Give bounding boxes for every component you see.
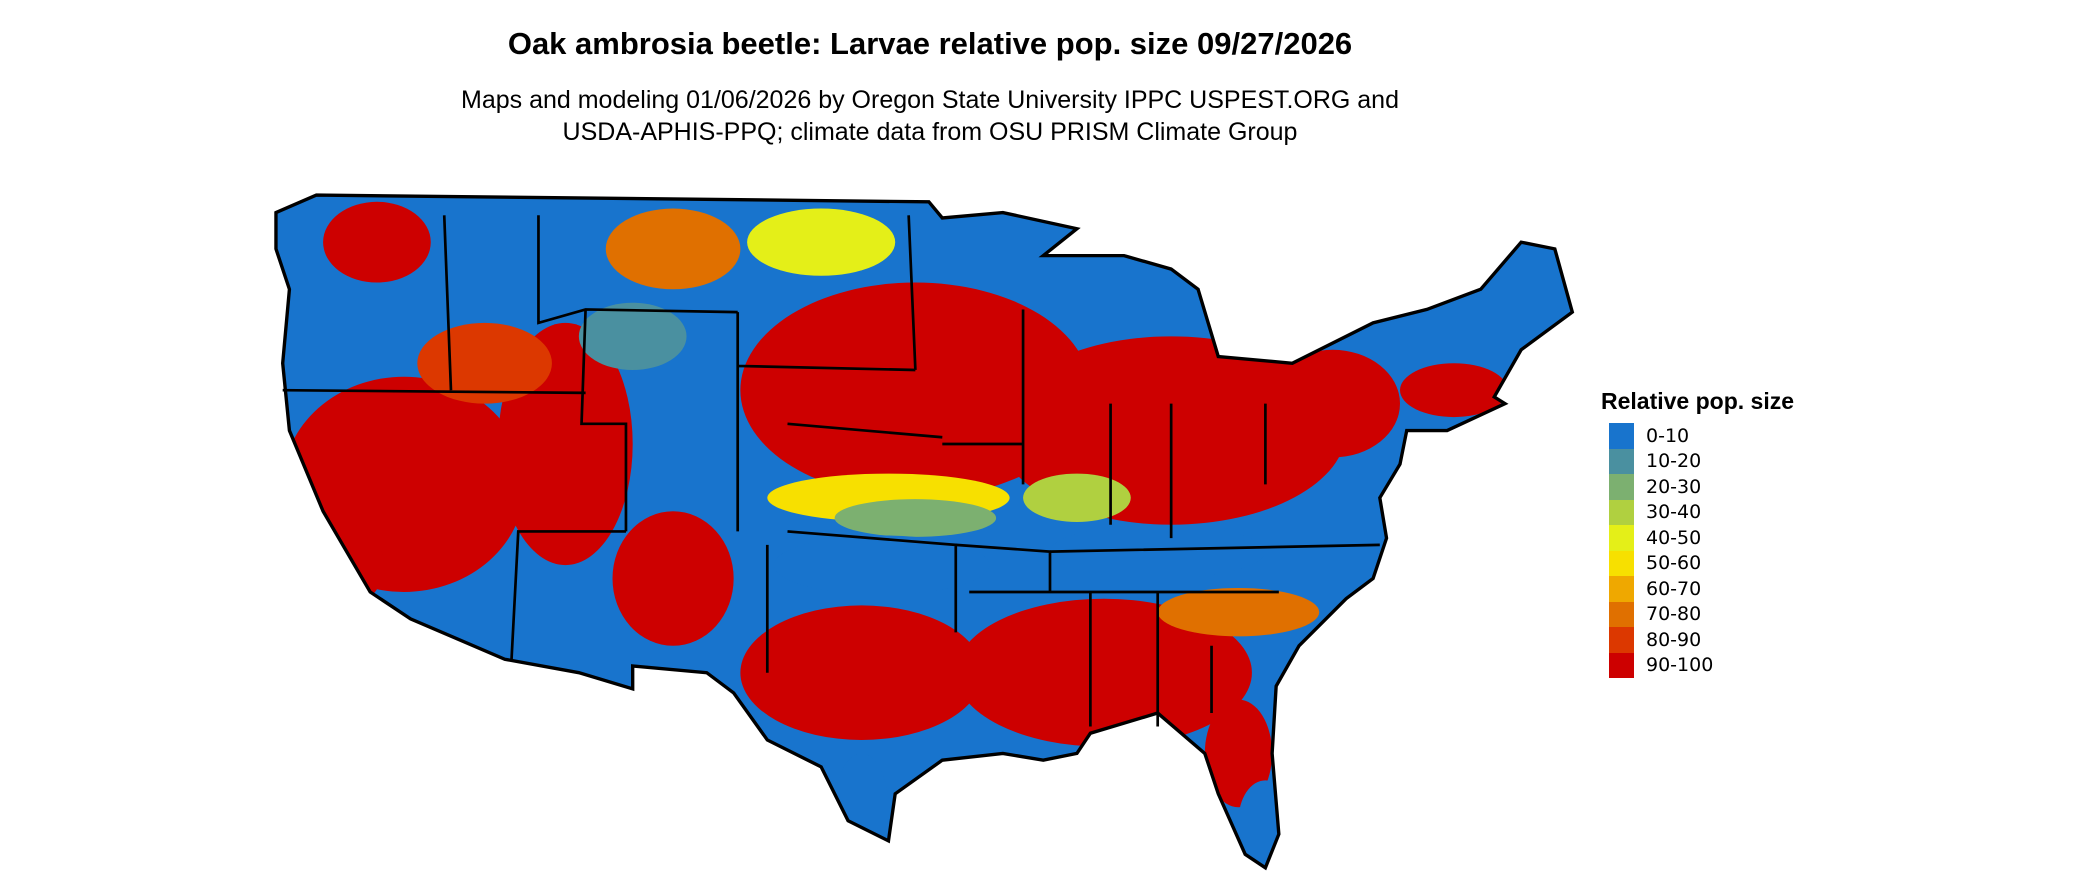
region-tennessee — [1050, 524, 1266, 579]
legend-swatch — [1609, 448, 1634, 474]
region-texas-high — [740, 605, 983, 740]
legend-item: 10-20 — [1609, 448, 1794, 474]
legend-label: 70-80 — [1646, 603, 1702, 626]
legend-swatch — [1609, 652, 1634, 678]
region-southeast-high — [955, 598, 1252, 747]
legend-label: 10-20 — [1646, 450, 1702, 473]
legend-swatch — [1609, 525, 1634, 551]
subtitle-line-1: Maps and modeling 01/06/2026 by Oregon S… — [461, 86, 1399, 114]
region-wyoming — [578, 302, 687, 370]
legend: Relative pop. size 0-10 10-20 20-30 30-40 40… — [1601, 388, 1794, 678]
region-new-england-south — [1400, 363, 1508, 418]
state-borders — [282, 215, 1380, 727]
legend-swatch — [1609, 627, 1634, 653]
legend-title: Relative pop. size — [1601, 388, 1795, 414]
legend-swatch — [1609, 601, 1634, 627]
legend-label: 50-60 — [1646, 552, 1702, 575]
legend-label: 80-90 — [1646, 628, 1702, 651]
legend-label: 60-70 — [1646, 577, 1702, 600]
region-carolinas — [1157, 587, 1320, 637]
region-pennsylvania — [1265, 349, 1400, 458]
region-missouri-band — [1023, 473, 1131, 523]
legend-item: 70-80 — [1609, 601, 1794, 627]
legend-swatch — [1609, 550, 1634, 576]
map-title: Oak ambrosia beetle: Larvae relative pop… — [507, 26, 1353, 61]
legend-label: 90-100 — [1646, 654, 1714, 677]
legend-item: 20-30 — [1609, 474, 1794, 500]
region-great-basin-high — [282, 376, 525, 592]
region-oklahoma — [774, 535, 990, 595]
legend-swatch — [1609, 423, 1634, 449]
region-kansas-band-low — [834, 499, 997, 537]
region-washington-east — [323, 201, 431, 283]
legend-label: 20-30 — [1646, 475, 1702, 498]
region-new-mexico-high — [612, 511, 734, 646]
legend-item: 50-60 — [1609, 550, 1794, 576]
region-montana-east — [605, 208, 741, 290]
region-florida-north — [1204, 699, 1273, 808]
subtitle-line-2: USDA-APHIS-PPQ; climate data from OSU PR… — [562, 118, 1298, 146]
legend-item: 80-90 — [1609, 627, 1794, 653]
legend-label: 0-10 — [1646, 424, 1690, 447]
legend-label: 30-40 — [1646, 501, 1702, 524]
region-north-dakota — [747, 208, 896, 276]
legend-item: 90-100 — [1609, 652, 1794, 678]
legend-item: 60-70 — [1609, 576, 1794, 602]
region-florida-south — [1238, 780, 1293, 862]
population-raster — [275, 195, 1573, 868]
legend-swatch — [1609, 576, 1634, 602]
legend-item: 30-40 — [1609, 499, 1794, 525]
legend-swatch — [1609, 499, 1634, 525]
legend-item: 0-10 — [1609, 423, 1794, 449]
legend-label: 40-50 — [1646, 526, 1702, 549]
legend-swatch — [1609, 474, 1634, 500]
legend-item: 40-50 — [1609, 525, 1794, 551]
map-subtitle: Maps and modeling 01/06/2026 by Oregon S… — [0, 84, 1860, 148]
